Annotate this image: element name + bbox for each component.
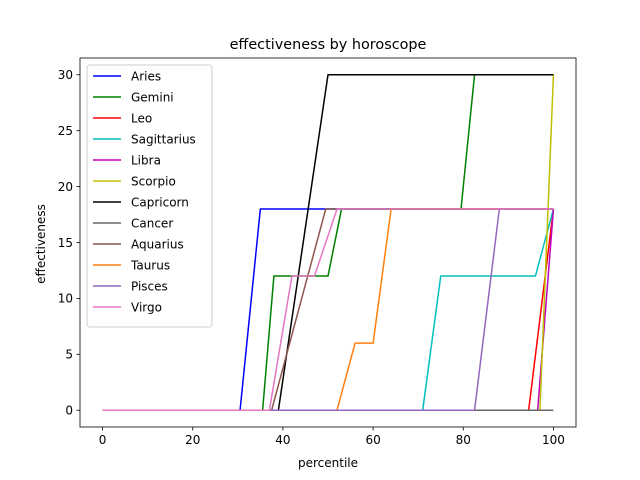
series-layer bbox=[102, 74, 555, 411]
x-tick-label: 80 bbox=[456, 433, 471, 447]
legend-label: Cancer bbox=[131, 216, 173, 230]
series-line-gemini bbox=[102, 74, 554, 411]
legend-label: Scorpio bbox=[131, 174, 176, 188]
legend-label: Taurus bbox=[130, 258, 170, 272]
legend-label: Libra bbox=[131, 153, 161, 167]
ticks: 0 20 40 60 80 100 0 5 10 15 20 25 30 bbox=[58, 68, 565, 447]
x-tick-label: 60 bbox=[365, 433, 380, 447]
y-tick-label: 25 bbox=[58, 124, 73, 138]
legend-label: Aries bbox=[131, 69, 161, 83]
legend-label: Gemini bbox=[131, 90, 174, 104]
legend-label: Virgo bbox=[131, 300, 162, 314]
y-tick-label: 10 bbox=[58, 292, 73, 306]
y-tick-label: 0 bbox=[65, 404, 73, 418]
y-tick-label: 5 bbox=[65, 348, 73, 362]
y-axis-label: effectiveness bbox=[34, 204, 48, 284]
legend-label: Leo bbox=[131, 111, 152, 125]
x-tick-label: 0 bbox=[99, 433, 107, 447]
x-tick-label: 20 bbox=[185, 433, 200, 447]
legend-label: Aquarius bbox=[131, 237, 184, 251]
x-axis-label: percentile bbox=[298, 456, 358, 470]
legend: Aries Gemini Leo Sagittarius Libra Scorpio Cap… bbox=[86, 64, 213, 328]
chart-title: effectiveness by horoscope bbox=[230, 37, 427, 53]
series-line-virgo bbox=[102, 208, 554, 411]
legend-label: Sagittarius bbox=[131, 132, 196, 146]
legend-label: Pisces bbox=[131, 279, 168, 293]
legend-label: Capricorn bbox=[131, 195, 189, 209]
legend-box bbox=[86, 64, 213, 328]
y-tick-label: 15 bbox=[58, 236, 73, 250]
y-tick-label: 20 bbox=[58, 180, 73, 194]
x-tick-label: 100 bbox=[542, 433, 565, 447]
x-tick-label: 40 bbox=[275, 433, 290, 447]
y-tick-label: 30 bbox=[58, 68, 73, 82]
